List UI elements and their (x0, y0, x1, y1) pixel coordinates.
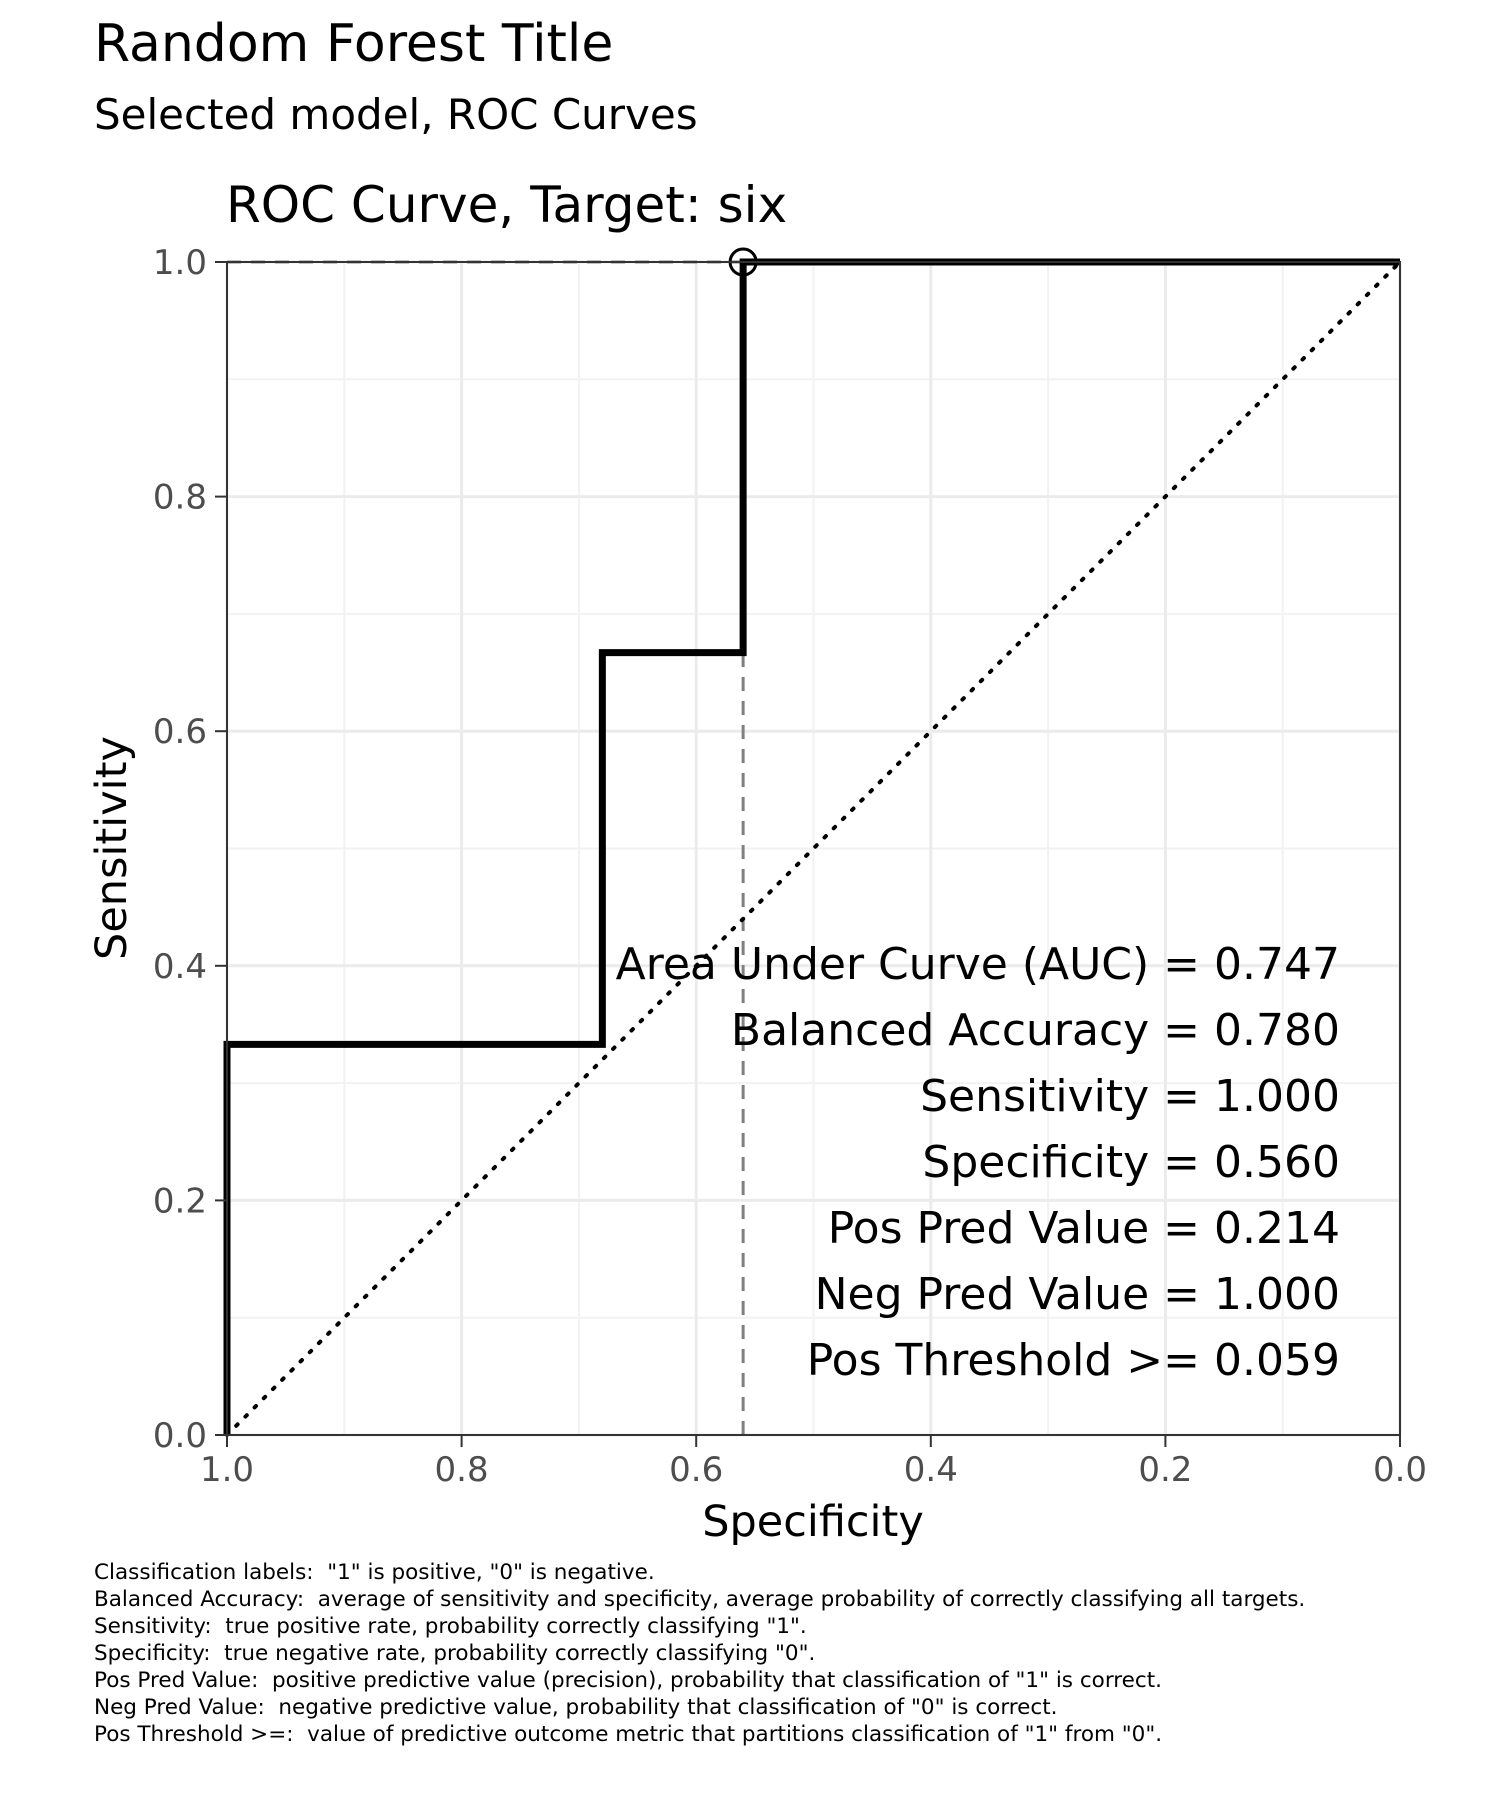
caption-line: Neg Pred Value: negative predictive valu… (94, 1695, 1058, 1720)
metric-annotation: Sensitivity = 1.000 (920, 1071, 1340, 1122)
x-tick-label: 1.0 (200, 1450, 254, 1490)
y-axis: 0.0 0.2 0.4 0.6 0.8 1.0 (153, 243, 227, 1456)
plot-border (226, 261, 1401, 1436)
metric-annotation: Specificity = 0.560 (922, 1137, 1340, 1188)
y-tick-label: 0.0 (153, 1416, 207, 1456)
metric-annotation: Pos Threshold >= 0.059 (807, 1335, 1340, 1386)
page-subtitle: Selected model, ROC Curves (94, 90, 698, 139)
roc-chart: ROC Curve, Target: six 1.0 0.8 0.6 0.4 0.2 0.… (87, 176, 1427, 1547)
y-tick-label: 0.4 (153, 947, 207, 987)
x-tick-label: 0.0 (1373, 1450, 1427, 1490)
caption-line: Sensitivity: true positive rate, probabi… (94, 1614, 807, 1639)
metrics-annotations: Area Under Curve (AUC) = 0.747 Balanced A… (616, 939, 1340, 1386)
metric-annotation: Area Under Curve (AUC) = 0.747 (616, 939, 1340, 990)
page-title: Random Forest Title (94, 14, 614, 74)
x-tick-label: 0.4 (904, 1450, 958, 1490)
caption-line: Specificity: true negative rate, probabi… (94, 1641, 816, 1666)
y-axis-label: Sensitivity (87, 736, 137, 960)
reference-diagonal (225, 260, 1402, 1437)
x-tick-label: 0.2 (1138, 1450, 1192, 1490)
grid-minor (227, 262, 1400, 1435)
y-tick-label: 1.0 (153, 243, 207, 283)
caption-line: Balanced Accuracy: average of sensitivit… (94, 1587, 1306, 1612)
x-axis: 1.0 0.8 0.6 0.4 0.2 0.0 (200, 1435, 1427, 1490)
caption-line: Pos Pred Value: positive predictive valu… (94, 1668, 1162, 1693)
metric-annotation: Pos Pred Value = 0.214 (828, 1203, 1340, 1254)
threshold-guides (227, 260, 745, 1435)
chart-title: ROC Curve, Target: six (226, 176, 787, 234)
y-tick-label: 0.2 (153, 1181, 207, 1221)
metric-annotation: Neg Pred Value = 1.000 (815, 1269, 1340, 1320)
reference-layer (225, 260, 1402, 1437)
x-axis-label: Specificity (702, 1497, 924, 1547)
y-tick-label: 0.8 (153, 478, 207, 518)
metric-annotation: Balanced Accuracy = 0.780 (731, 1005, 1340, 1056)
caption-line: Pos Threshold >=: value of predictive ou… (94, 1722, 1163, 1747)
y-tick-label: 0.6 (153, 712, 207, 752)
caption: Classification labels: "1" is positive, … (94, 1559, 1305, 1748)
x-tick-label: 0.8 (435, 1450, 489, 1490)
x-tick-label: 0.6 (669, 1450, 723, 1490)
caption-line: Classification labels: "1" is positive, … (94, 1560, 655, 1585)
